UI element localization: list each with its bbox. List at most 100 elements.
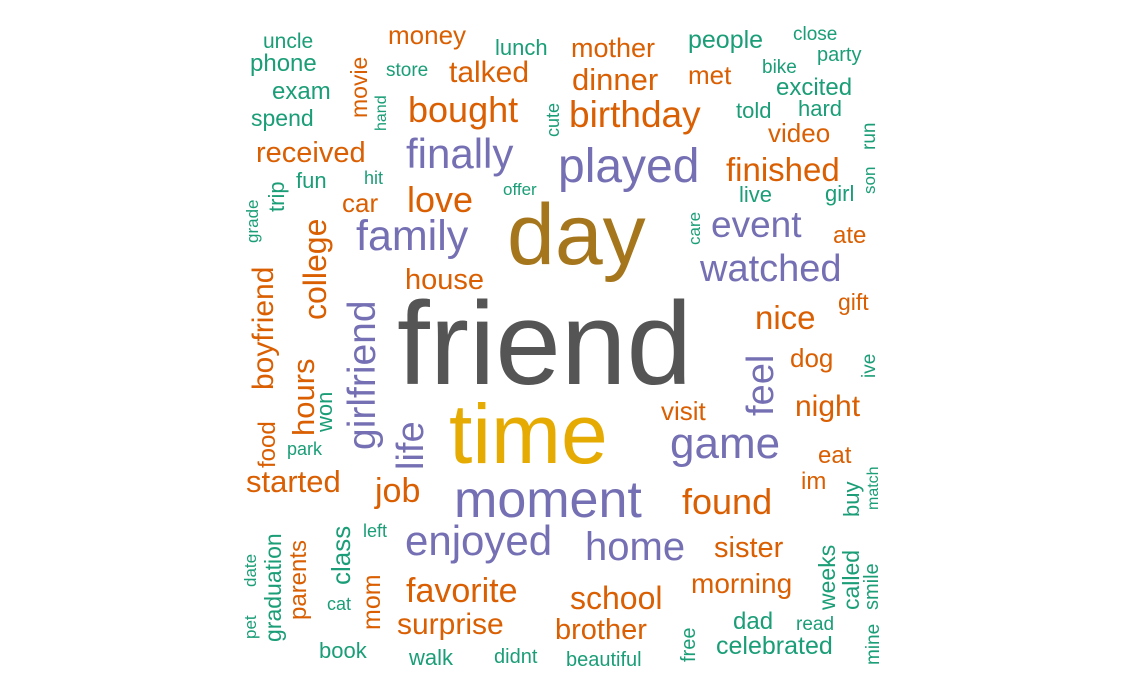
- word-hard: hard: [798, 96, 843, 121]
- word-called: called: [838, 549, 864, 610]
- word-fun: fun: [296, 168, 327, 193]
- word-care: care: [685, 211, 704, 245]
- word-spend: spend: [251, 105, 314, 131]
- word-finally: finally: [406, 130, 514, 177]
- word-feel: feel: [740, 354, 782, 416]
- word-weeks: weeks: [814, 544, 840, 610]
- word-met: met: [688, 60, 732, 90]
- word-didnt: didnt: [494, 646, 538, 668]
- word-im: im: [801, 468, 827, 495]
- word-date: date: [241, 553, 260, 587]
- word-girl: girl: [825, 181, 855, 206]
- word-park: park: [287, 439, 323, 459]
- word-close: close: [793, 24, 838, 45]
- word-finished: finished: [726, 151, 840, 188]
- word-offer: offer: [503, 180, 537, 199]
- word-sister: sister: [714, 532, 784, 564]
- word-bike: bike: [762, 57, 797, 78]
- word-told: told: [736, 98, 772, 123]
- word-trip: trip: [264, 181, 289, 212]
- word-time: time: [449, 387, 608, 481]
- word-walk: walk: [409, 645, 454, 670]
- word-talked: talked: [449, 56, 530, 89]
- word-hand: hand: [373, 95, 390, 131]
- word-cute: cute: [543, 102, 563, 137]
- word-college: college: [297, 218, 333, 320]
- word-won: won: [312, 391, 337, 432]
- word-enjoyed: enjoyed: [405, 517, 553, 564]
- word-home: home: [585, 525, 686, 569]
- word-eat: eat: [818, 442, 852, 469]
- word-son: son: [860, 166, 879, 194]
- word-moment: moment: [454, 471, 642, 529]
- word-night: night: [795, 390, 861, 423]
- word-run: run: [859, 122, 880, 150]
- word-parents: parents: [285, 539, 312, 620]
- word-excited: excited: [776, 74, 853, 101]
- word-visit: visit: [661, 396, 706, 426]
- word-favorite: favorite: [406, 572, 518, 610]
- word-dinner: dinner: [572, 62, 659, 97]
- word-people: people: [688, 26, 764, 54]
- word-surprise: surprise: [397, 608, 504, 641]
- word-graduation: graduation: [260, 533, 286, 642]
- word-live: live: [739, 182, 773, 207]
- word-movie: movie: [346, 56, 372, 118]
- word-family: family: [356, 212, 469, 260]
- word-book: book: [319, 638, 367, 663]
- word-job: job: [375, 472, 421, 510]
- word-money: money: [388, 20, 467, 50]
- word-boyfriend: boyfriend: [247, 266, 280, 390]
- word-event: event: [711, 204, 802, 245]
- word-class: class: [326, 525, 356, 585]
- word-game: game: [670, 419, 781, 468]
- word-free: free: [678, 627, 700, 662]
- word-party: party: [817, 44, 862, 66]
- word-started: started: [246, 464, 341, 499]
- word-phone: phone: [250, 50, 317, 77]
- word-exam: exam: [272, 78, 331, 105]
- word-morning: morning: [691, 568, 793, 599]
- word-brother: brother: [555, 614, 647, 646]
- word-bought: bought: [408, 89, 519, 130]
- word-beautiful: beautiful: [566, 649, 642, 671]
- word-pet: pet: [241, 615, 260, 639]
- word-smile: smile: [861, 563, 883, 610]
- word-school: school: [570, 580, 663, 616]
- word-read: read: [796, 614, 835, 635]
- word-ive: ive: [859, 353, 880, 378]
- word-mine: mine: [863, 623, 884, 665]
- word-cat: cat: [327, 594, 352, 614]
- word-received: received: [256, 137, 366, 169]
- word-grade: grade: [243, 199, 262, 243]
- word-nice: nice: [755, 299, 816, 336]
- word-dad: dad: [733, 608, 774, 635]
- word-watched: watched: [700, 248, 842, 290]
- word-lunch: lunch: [495, 35, 548, 60]
- word-house: house: [405, 264, 485, 296]
- word-friend: friend: [397, 278, 693, 410]
- word-girlfriend: girlfriend: [341, 300, 384, 450]
- word-gift: gift: [838, 289, 869, 315]
- word-store: store: [386, 60, 429, 81]
- word-hit: hit: [364, 168, 384, 188]
- word-dog: dog: [790, 343, 834, 373]
- word-mom: mom: [358, 574, 386, 630]
- word-mother: mother: [571, 33, 656, 63]
- word-uncle: uncle: [263, 30, 314, 53]
- word-life: life: [390, 421, 432, 470]
- word-match: match: [865, 466, 882, 510]
- word-birthday: birthday: [569, 94, 701, 135]
- word-food: food: [254, 421, 281, 468]
- word-ate: ate: [833, 222, 867, 249]
- word-video: video: [768, 118, 831, 148]
- word-found: found: [682, 481, 773, 522]
- word-day: day: [507, 187, 646, 283]
- word-buy: buy: [839, 481, 864, 517]
- word-celebrated: celebrated: [716, 632, 833, 660]
- word-car: car: [342, 188, 379, 218]
- word-played: played: [558, 140, 700, 193]
- word-love: love: [407, 179, 474, 220]
- word-left: left: [363, 521, 388, 541]
